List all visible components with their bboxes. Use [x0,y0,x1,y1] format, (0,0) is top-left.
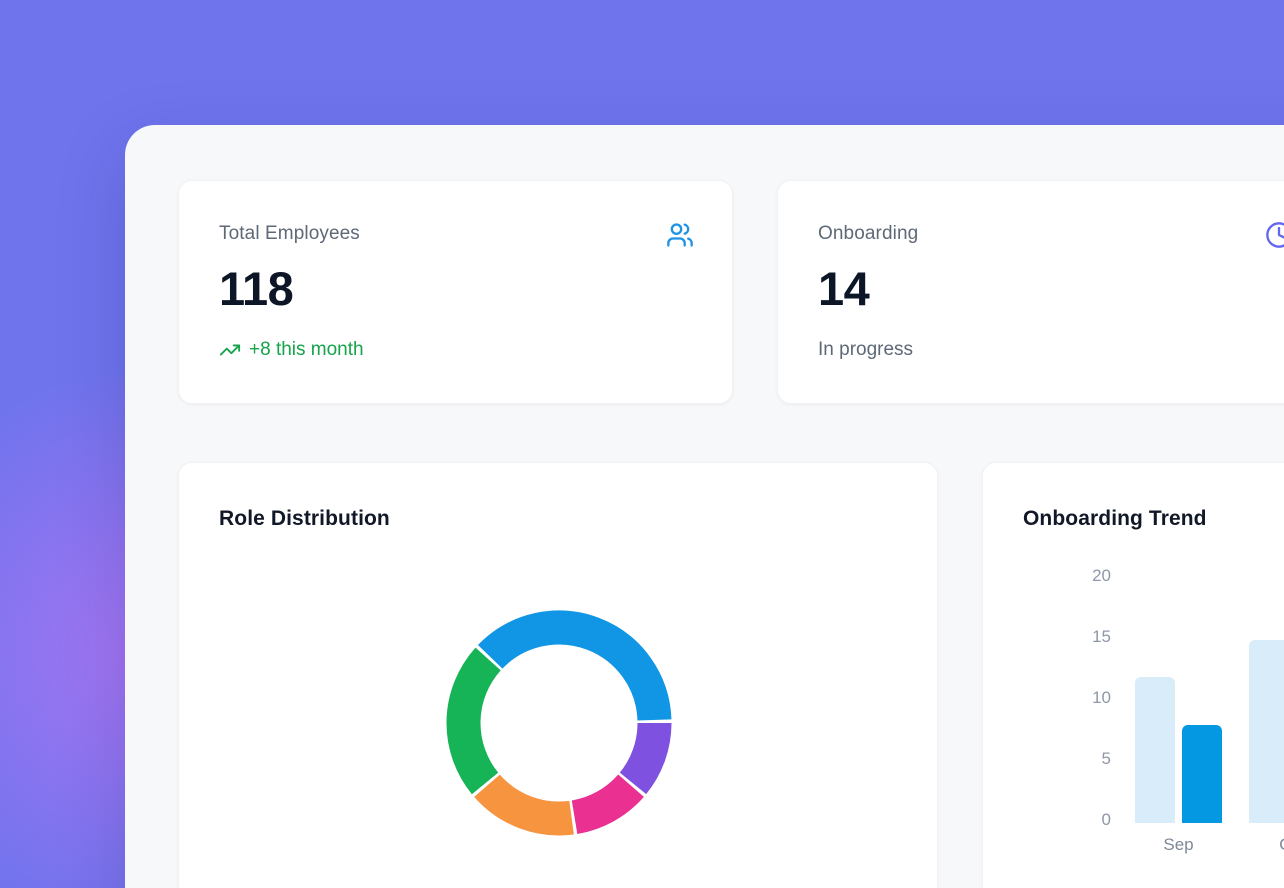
dashboard-panel: Total Employees 118 +8 this month Onboar… [125,125,1284,888]
users-icon [666,221,694,249]
status-text: In progress [818,339,914,360]
y-tick-10: 10 [1092,688,1111,707]
donut-orange-segment[interactable] [474,774,574,836]
trend-text: +8 this month [249,339,364,360]
onboarding-trend-title: Onboarding Trend [1023,507,1207,530]
onboarding-status: In progress [818,339,913,361]
clock-icon [1265,221,1284,249]
donut-blue-segment[interactable] [477,610,672,722]
y-tick-0: 0 [1101,810,1111,829]
y-tick-15: 15 [1092,627,1111,646]
x-label-sep: Sep [1163,835,1194,854]
role-distribution-donut-chart[interactable] [439,603,679,843]
onboarding-trend-bar-chart: 0 5 10 15 20 Sep Oct [983,463,1284,888]
onboarding-label: Onboarding [818,223,919,244]
bar-oct-light-blue-bars[interactable] [1249,640,1284,823]
bar-sep-light-blue-bars[interactable] [1135,676,1175,823]
y-tick-20: 20 [1092,566,1111,585]
stat-card-onboarding: Onboarding 14 In progress [777,180,1284,404]
bar-sep-dark-blue-bars[interactable] [1182,725,1222,823]
donut-green-segment[interactable] [446,647,502,795]
chart-card-role-distribution: Role Distribution [178,462,938,888]
trending-up-icon [219,339,241,361]
total-employees-label: Total Employees [219,223,360,244]
donut-purple-segment[interactable] [619,722,672,795]
y-tick-5: 5 [1101,749,1111,768]
total-employees-trend: +8 this month [219,339,364,361]
role-distribution-title: Role Distribution [219,507,390,530]
chart-card-onboarding-trend: Onboarding Trend 0 5 10 15 20 Sep Oct [982,462,1284,888]
onboarding-value: 14 [818,262,870,315]
stat-card-total-employees: Total Employees 118 +8 this month [178,180,733,404]
total-employees-value: 118 [219,262,294,315]
donut-pink-segment[interactable] [571,774,644,834]
x-label-oct: Oct [1253,835,1284,855]
